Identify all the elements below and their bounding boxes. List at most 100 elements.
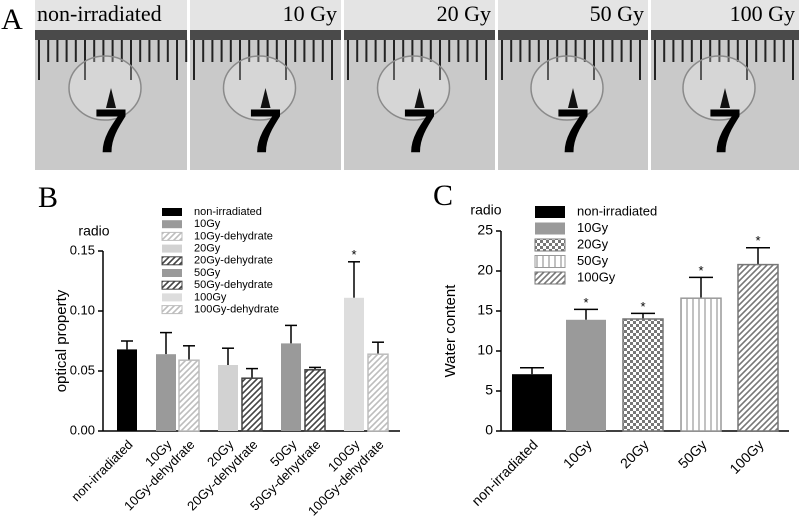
photo-label: 50 Gy xyxy=(590,1,644,26)
y-axis-label: optical property xyxy=(53,289,70,392)
ruler-number: 7 xyxy=(248,97,282,166)
bar xyxy=(344,297,364,431)
bar xyxy=(178,359,200,432)
bar xyxy=(241,377,263,432)
legend-swatch xyxy=(534,255,566,268)
y-tick-label: 0.15 xyxy=(70,242,95,257)
legend-label: 20Gy xyxy=(194,243,221,255)
y-tick-label: 0.00 xyxy=(70,422,95,437)
photo-top xyxy=(344,0,495,30)
photo-top xyxy=(35,0,187,30)
droplet xyxy=(530,55,604,121)
x-tick-label: 10Gy xyxy=(560,436,595,471)
ruler-pointer xyxy=(568,88,578,108)
legend-label: non-irradiated xyxy=(577,203,657,218)
droplet xyxy=(68,55,142,121)
legend-swatch xyxy=(161,305,183,315)
bar xyxy=(367,353,389,432)
y-tick-label: 20 xyxy=(477,262,493,278)
legend-label: 10Gy xyxy=(194,218,221,230)
ruler-number: 7 xyxy=(402,97,436,166)
bar xyxy=(512,374,552,431)
legend-label: 50Gy xyxy=(577,253,609,268)
ruler-pointer xyxy=(106,88,116,108)
photo-top xyxy=(498,0,648,30)
x-tick-label: 20Gy xyxy=(617,436,652,471)
ruler-number: 7 xyxy=(708,97,742,166)
droplet xyxy=(222,55,297,121)
significance-marker: * xyxy=(583,295,588,310)
y-tick-label: 10 xyxy=(477,342,493,358)
legend-label: 100Gy xyxy=(577,269,616,284)
ruler-band xyxy=(190,30,341,40)
legend-swatch xyxy=(161,231,183,241)
bar xyxy=(218,365,238,431)
photo-label: non-irradiated xyxy=(37,1,162,26)
panel-letter: A xyxy=(1,3,23,36)
x-tick-label: 100Gy xyxy=(726,436,766,476)
legend-swatch xyxy=(534,238,566,252)
photo-label: 10 Gy xyxy=(283,1,337,26)
y-tick-label: 25 xyxy=(477,222,493,238)
legend-swatch xyxy=(162,269,182,277)
ruler-pointer xyxy=(260,88,271,108)
bar xyxy=(156,354,176,431)
legend-swatch xyxy=(162,293,182,302)
legend-label: 50Gy-dehydrate xyxy=(194,279,273,291)
bar xyxy=(281,343,301,431)
ruler-band xyxy=(344,30,495,40)
legend-label: 100Gy-dehydrate xyxy=(194,304,279,316)
legend-label: 100Gy xyxy=(194,291,227,303)
photo-label: 20 Gy xyxy=(437,1,491,26)
photo-label: 100 Gy xyxy=(730,1,795,26)
y-tick-label: 0 xyxy=(485,422,493,438)
legend-swatch xyxy=(162,220,182,229)
ruler-band xyxy=(651,30,799,40)
legend-label: 20Gy-dehydrate xyxy=(194,255,273,267)
ruler-pointer xyxy=(414,88,425,108)
photo-top xyxy=(651,0,799,30)
legend-swatch xyxy=(535,222,565,235)
photo-top xyxy=(190,0,341,30)
bar xyxy=(304,369,326,432)
y-tick-label: 0.05 xyxy=(70,362,95,377)
bar xyxy=(680,297,722,432)
legend-label: 10Gy-dehydrate xyxy=(194,230,273,242)
legend-label: 10Gy xyxy=(577,220,609,235)
ruler-band xyxy=(35,30,187,40)
annotation: radio xyxy=(78,223,109,239)
y-tick-label: 0.10 xyxy=(70,302,95,317)
y-axis-label: Water content xyxy=(442,284,459,378)
bar xyxy=(117,349,137,431)
panel-letter: C xyxy=(433,179,453,212)
droplet xyxy=(682,55,756,121)
legend-swatch xyxy=(162,244,182,253)
legend-swatch xyxy=(162,208,182,216)
bar xyxy=(566,319,606,431)
significance-marker: * xyxy=(698,263,703,278)
bar xyxy=(622,318,664,432)
y-tick-label: 15 xyxy=(477,302,493,318)
x-tick-label: non-irradiated xyxy=(468,436,540,508)
significance-marker: * xyxy=(755,233,760,248)
x-tick-label: non-irradiated xyxy=(68,437,135,504)
annotation: radio xyxy=(470,202,501,218)
ruler-band xyxy=(498,30,648,40)
ruler-number: 7 xyxy=(556,97,590,166)
legend-swatch xyxy=(535,206,565,218)
significance-marker: * xyxy=(640,299,645,314)
droplet xyxy=(376,55,451,121)
legend-label: 50Gy xyxy=(194,267,221,279)
panel-letter: B xyxy=(38,181,58,214)
ruler-number: 7 xyxy=(94,97,128,166)
legend-swatch xyxy=(534,271,566,285)
legend-label: 20Gy xyxy=(577,236,609,251)
ruler-pointer xyxy=(720,88,730,108)
legend-swatch xyxy=(161,280,183,290)
y-tick-label: 5 xyxy=(485,382,493,398)
legend-swatch xyxy=(161,256,183,266)
x-tick-label: 50Gy xyxy=(675,436,710,471)
significance-marker: * xyxy=(351,247,356,262)
legend-label: non-irradiated xyxy=(194,206,262,218)
